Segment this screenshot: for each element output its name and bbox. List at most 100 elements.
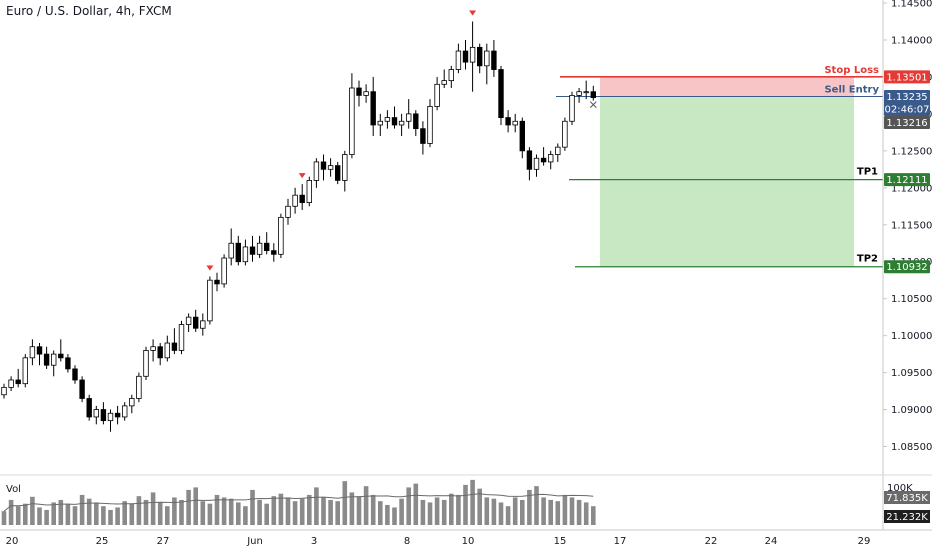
volume-bar bbox=[477, 488, 482, 525]
candle-body-down bbox=[498, 69, 504, 118]
time-tick-label: 10 bbox=[462, 536, 475, 547]
time-tick-label: 27 bbox=[157, 536, 170, 547]
candle-body-down bbox=[15, 379, 21, 385]
candle bbox=[427, 99, 433, 148]
volume-bar bbox=[157, 502, 163, 525]
volume-bar bbox=[129, 503, 135, 525]
candle bbox=[391, 106, 398, 129]
candle bbox=[377, 113, 383, 137]
sell-entry-label: Sell Entry bbox=[824, 85, 879, 96]
volume-bar bbox=[228, 498, 234, 525]
candle bbox=[228, 228, 234, 266]
last-close-price-text: 1.13216 bbox=[886, 118, 927, 129]
candle-body-down bbox=[171, 342, 178, 351]
candle-body-up bbox=[242, 246, 249, 263]
candle-body-up bbox=[306, 180, 312, 203]
candle-body-up bbox=[207, 279, 213, 322]
candle-body-up bbox=[377, 120, 383, 126]
candle-body-down bbox=[58, 353, 64, 359]
volume-bar bbox=[257, 499, 262, 525]
candle bbox=[356, 80, 362, 107]
candle-body-up bbox=[569, 95, 575, 122]
candle bbox=[299, 184, 305, 210]
volume-bar bbox=[1, 511, 7, 525]
volume-bar bbox=[576, 499, 582, 525]
volume-bar bbox=[172, 497, 177, 525]
candle-body-up bbox=[363, 91, 369, 96]
volume-bar bbox=[15, 506, 21, 525]
candle-body-down bbox=[526, 150, 533, 170]
candle bbox=[143, 346, 149, 380]
candle bbox=[185, 313, 192, 332]
candle-body-up bbox=[427, 106, 433, 144]
candle-body-down bbox=[263, 242, 270, 252]
time-tick-label: 15 bbox=[554, 536, 567, 547]
candle bbox=[384, 110, 391, 129]
candle-body-down bbox=[391, 117, 398, 126]
price-tick-label: 1.09000 bbox=[891, 405, 932, 416]
volume-bar bbox=[150, 492, 156, 525]
time-tick-label: 29 bbox=[858, 536, 871, 547]
candle bbox=[235, 235, 241, 266]
candle bbox=[22, 354, 28, 388]
volume-bar bbox=[420, 499, 426, 525]
volume-bar bbox=[335, 501, 340, 525]
candle-body-down bbox=[249, 246, 256, 255]
price-tick-label: 1.12000 bbox=[891, 183, 932, 194]
volume-bar bbox=[520, 499, 525, 525]
candle-body-up bbox=[129, 398, 135, 407]
time-axis[interactable]: 20 25 27 Jun 3 8 10 15 17 22 24 29 bbox=[6, 536, 871, 547]
price-tick-label: 1.14000 bbox=[891, 35, 932, 46]
volume-bar bbox=[143, 499, 149, 525]
tp1-price-tag: 1.12111 bbox=[884, 173, 930, 187]
candle bbox=[271, 243, 277, 262]
candle bbox=[278, 213, 284, 259]
candle-body-up bbox=[441, 80, 447, 85]
candle-body-down bbox=[100, 409, 107, 422]
candle bbox=[86, 394, 92, 421]
candle-body-up bbox=[455, 50, 462, 70]
candle-body-down bbox=[114, 412, 121, 418]
candle-body-down bbox=[214, 279, 220, 285]
volume-bar bbox=[413, 483, 419, 525]
candle-body-up bbox=[185, 316, 192, 325]
price-tick-label: 1.10000 bbox=[891, 331, 932, 342]
volume-bar bbox=[470, 479, 475, 525]
candle-body-up bbox=[533, 157, 540, 170]
price-tick-label: 1.08500 bbox=[891, 442, 932, 453]
candle bbox=[164, 335, 170, 362]
price-tick-label: 1.12500 bbox=[891, 146, 932, 157]
candle-body-up bbox=[178, 324, 185, 351]
candle-body-down bbox=[590, 91, 596, 99]
candle bbox=[79, 376, 85, 403]
tp2-price-text: 1.10932 bbox=[886, 262, 927, 273]
volume-bar bbox=[243, 506, 248, 525]
candle bbox=[413, 110, 419, 137]
candle bbox=[256, 235, 263, 259]
volume-bar bbox=[328, 499, 333, 525]
volume-bar bbox=[491, 498, 497, 525]
candle bbox=[65, 354, 71, 373]
candle-body-down bbox=[72, 368, 78, 381]
candle bbox=[555, 143, 561, 162]
candle-body-up bbox=[576, 91, 582, 96]
candle bbox=[363, 84, 369, 103]
candle-body-up bbox=[384, 117, 391, 122]
volume-bar bbox=[108, 509, 113, 525]
candle-body-up bbox=[512, 120, 518, 126]
candle-body-up bbox=[484, 50, 490, 67]
stop-loss-price-tag: 1.13501 bbox=[884, 70, 930, 84]
candle bbox=[540, 147, 547, 166]
volume-bar bbox=[179, 499, 184, 525]
volume-bar bbox=[349, 492, 355, 525]
candle-body-up bbox=[143, 350, 149, 377]
candle bbox=[441, 69, 447, 89]
candle bbox=[498, 65, 504, 125]
time-tick-label: 25 bbox=[96, 536, 109, 547]
price-axis[interactable]: 1.145001.140001.135001.130001.125001.120… bbox=[883, 0, 932, 453]
candle bbox=[469, 21, 476, 92]
candle bbox=[583, 80, 589, 100]
time-tick-label: Jun bbox=[246, 536, 263, 547]
candle bbox=[8, 376, 14, 392]
